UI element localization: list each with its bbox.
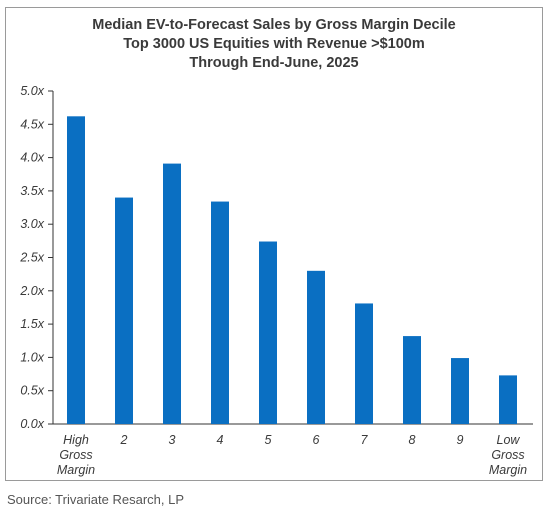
y-tick-label: 1.5x bbox=[20, 317, 44, 331]
y-tick-label: 0.0x bbox=[20, 417, 44, 431]
source-note: Source: Trivariate Resarch, LP bbox=[7, 492, 185, 507]
y-tick-label: 3.0x bbox=[20, 217, 44, 231]
y-tick-label: 1.0x bbox=[20, 350, 44, 364]
y-tick-label: 4.5x bbox=[20, 117, 44, 131]
chart-title-line-3: Through End-June, 2025 bbox=[189, 55, 359, 71]
bar bbox=[259, 241, 277, 424]
bar bbox=[451, 358, 469, 424]
x-tick-label: 3 bbox=[169, 433, 176, 447]
bar bbox=[163, 163, 181, 424]
bar bbox=[67, 116, 85, 425]
x-tick-label: 4 bbox=[217, 433, 224, 447]
bar bbox=[211, 201, 229, 424]
chart-title: Median EV-to-Forecast Sales by Gross Mar… bbox=[6, 16, 542, 73]
bar bbox=[115, 197, 133, 424]
x-tick-label: 7 bbox=[361, 433, 369, 447]
bar bbox=[307, 270, 325, 424]
x-tick-label: High Gross Margin bbox=[57, 433, 95, 477]
y-tick-label: 4.0x bbox=[20, 151, 44, 165]
x-tick-label: 8 bbox=[409, 433, 416, 447]
y-tick-label: 5.0x bbox=[20, 84, 44, 98]
chart-title-line-2: Top 3000 US Equities with Revenue >$100m bbox=[123, 36, 425, 52]
x-tick-label: 5 bbox=[265, 433, 272, 447]
bar bbox=[403, 336, 421, 424]
y-tick-label: 2.5x bbox=[19, 251, 44, 265]
y-tick-label: 0.5x bbox=[20, 384, 44, 398]
x-tick-label: 9 bbox=[457, 433, 464, 447]
bar bbox=[499, 375, 517, 424]
bar bbox=[355, 303, 373, 424]
y-tick-label: 2.0x bbox=[19, 284, 44, 298]
y-tick-label: 3.5x bbox=[20, 184, 44, 198]
x-tick-label: Low Gross Margin bbox=[489, 433, 527, 477]
x-tick-label: 2 bbox=[120, 433, 128, 447]
chart-title-line-1: Median EV-to-Forecast Sales by Gross Mar… bbox=[92, 17, 456, 33]
x-tick-label: 6 bbox=[313, 433, 320, 447]
